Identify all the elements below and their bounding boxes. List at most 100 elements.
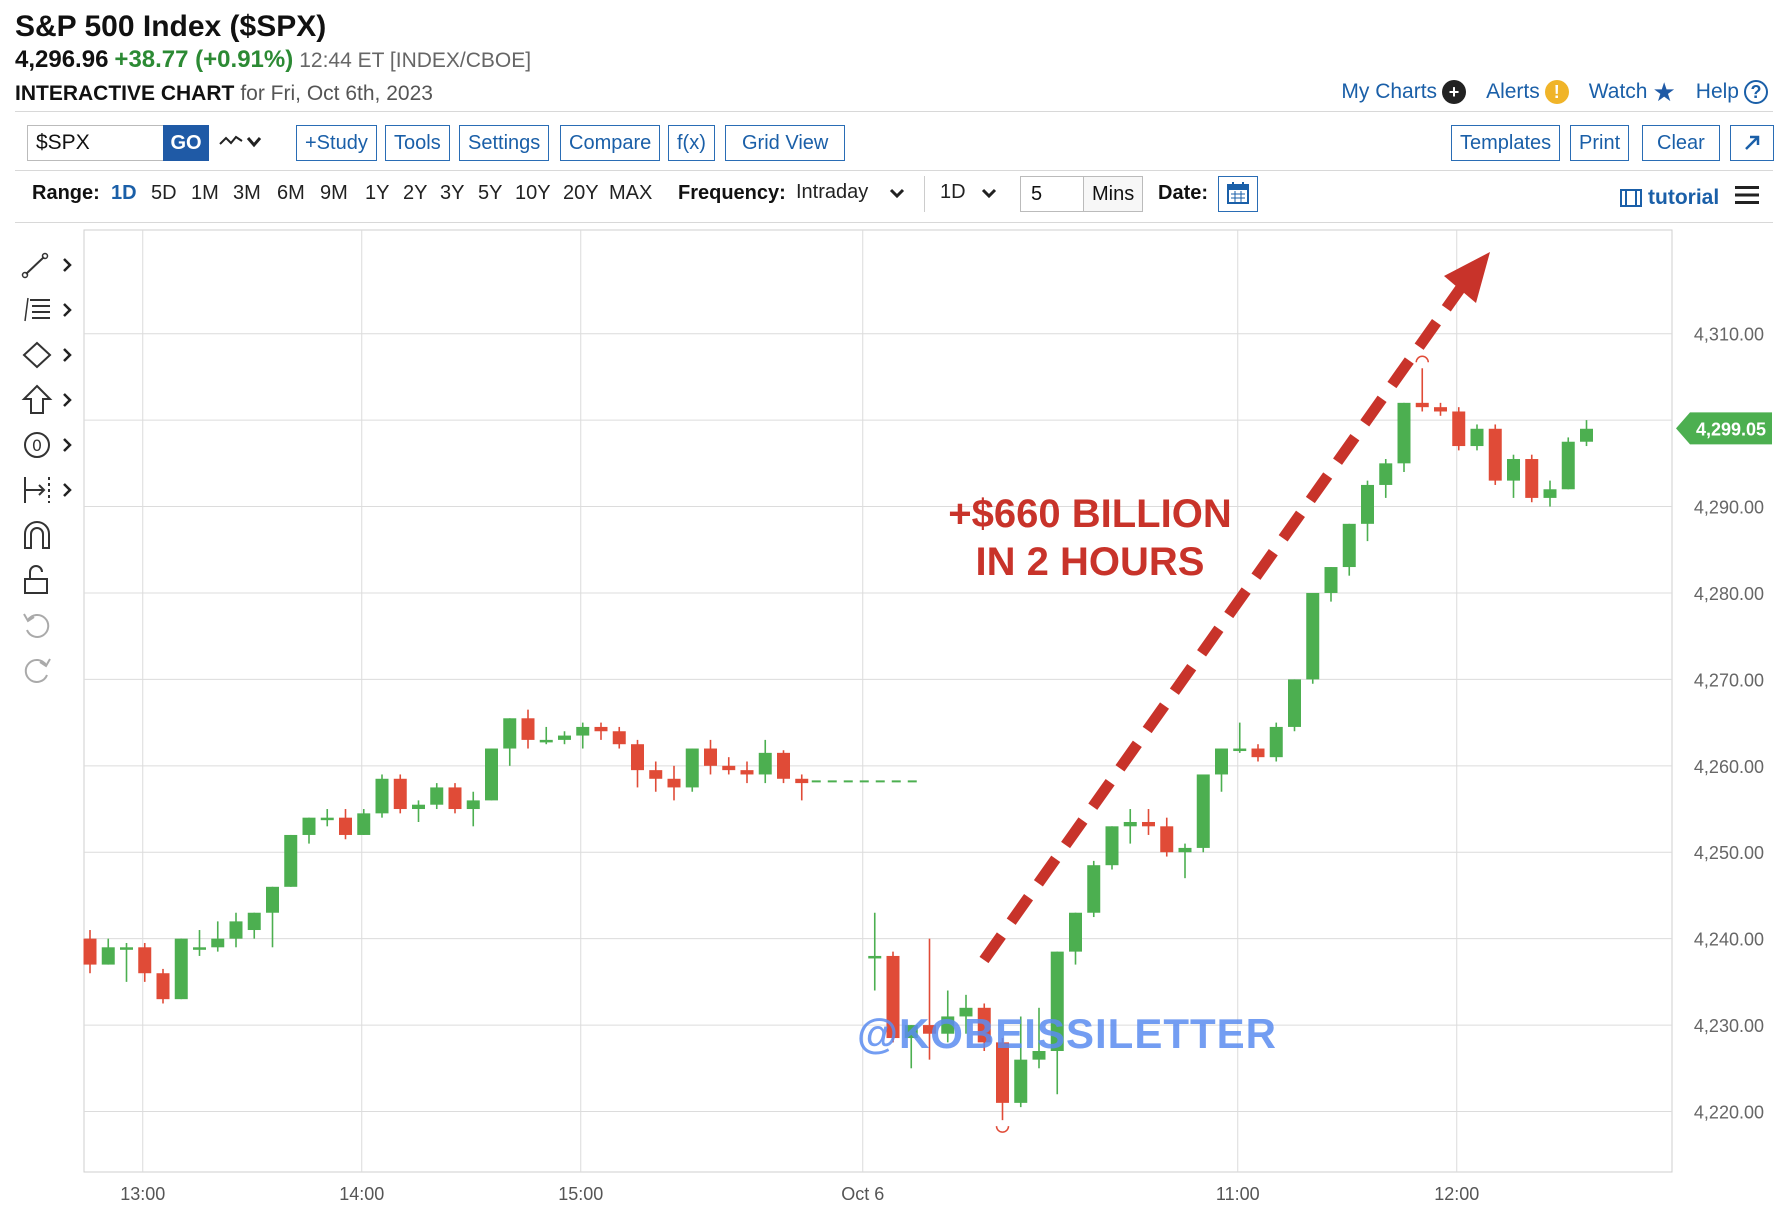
range-divider xyxy=(15,222,1773,223)
print-button[interactable]: Print xyxy=(1570,125,1630,161)
fib-tool-icon[interactable] xyxy=(20,293,80,327)
candle xyxy=(448,783,462,814)
candle-body xyxy=(1196,774,1210,848)
range-option-10y[interactable]: 10Y xyxy=(515,182,551,204)
undo-icon[interactable] xyxy=(20,608,80,642)
chart-subtitle: INTERACTIVE CHART for Fri, Oct 6th, 2023 xyxy=(15,82,433,106)
study-button[interactable]: +Study xyxy=(296,125,377,161)
candle-body xyxy=(1215,748,1228,775)
candle xyxy=(996,1038,1009,1121)
candle xyxy=(1087,860,1101,918)
period-dropdown[interactable]: 1D xyxy=(940,181,966,203)
expand-button[interactable] xyxy=(1730,125,1774,161)
candle xyxy=(320,809,334,827)
my-charts-link[interactable]: My Charts + xyxy=(1341,80,1467,104)
candle xyxy=(558,731,571,745)
candle-body xyxy=(466,800,480,810)
x-tick-label: 11:00 xyxy=(1216,1184,1260,1204)
settings-button[interactable]: Settings xyxy=(459,125,550,161)
grid-view-button[interactable]: Grid View xyxy=(725,125,846,161)
candle-body xyxy=(1160,826,1174,853)
range-option-9m[interactable]: 9M xyxy=(320,182,348,204)
range-option-2y[interactable]: 2Y xyxy=(403,182,428,204)
candle-body xyxy=(320,817,334,821)
measure-tool-icon[interactable] xyxy=(20,473,80,507)
interval-input[interactable] xyxy=(1020,176,1084,212)
candle xyxy=(521,709,535,749)
candle-body xyxy=(174,938,188,1000)
candle-body xyxy=(120,947,133,950)
shape-tool-icon[interactable] xyxy=(20,338,80,372)
compare-button[interactable]: Compare xyxy=(560,125,661,161)
lock-icon[interactable] xyxy=(20,563,80,597)
hamburger-menu-icon[interactable] xyxy=(1735,184,1759,206)
candle xyxy=(795,774,809,801)
symbol-input[interactable] xyxy=(27,125,163,161)
go-button[interactable]: GO xyxy=(163,125,209,161)
range-option-1y[interactable]: 1Y xyxy=(365,182,390,204)
frequency-dropdown[interactable]: Intraday xyxy=(796,181,869,203)
date-picker-button[interactable] xyxy=(1218,176,1258,212)
y-tick-label: 4,270.00 xyxy=(1694,670,1764,690)
quote-meta: 12:44 ET [INDEX/CBOE] xyxy=(299,49,532,72)
candle-body xyxy=(959,1007,973,1017)
candle xyxy=(594,722,608,740)
date-label: Date: xyxy=(1158,182,1209,204)
line-tool-icon[interactable] xyxy=(20,248,80,282)
candle-body xyxy=(868,955,882,959)
candle-body xyxy=(1269,726,1283,758)
candle-body xyxy=(722,765,736,771)
candle-body xyxy=(1324,567,1338,593)
candle-body xyxy=(485,748,498,801)
label-tool-icon[interactable]: 0 xyxy=(20,428,80,462)
y-axis-labels: 4,220.00 4,230.00 4,240.00 4,250.00 4,260.00… xyxy=(1694,325,1764,1123)
tutorial-link[interactable]: tutorial xyxy=(1620,186,1719,210)
candle-body xyxy=(1397,402,1411,464)
candle xyxy=(1160,817,1174,857)
x-tick-label: 15:00 xyxy=(558,1184,603,1204)
candle xyxy=(120,942,133,982)
candle xyxy=(393,774,407,814)
range-option-3y[interactable]: 3Y xyxy=(440,182,465,204)
fx-button[interactable]: f(x) xyxy=(668,125,715,161)
candle-body xyxy=(576,726,590,736)
candle-body xyxy=(941,1016,955,1034)
chevron-down-icon[interactable] xyxy=(888,186,906,200)
candle xyxy=(284,834,298,887)
range-option-20y[interactable]: 20Y xyxy=(563,182,599,204)
candle xyxy=(1105,826,1119,870)
range-option-6m[interactable]: 6M xyxy=(277,182,305,204)
y-tick-label: 4,310.00 xyxy=(1694,325,1764,345)
range-option-5y[interactable]: 5Y xyxy=(478,182,503,204)
range-option-3m[interactable]: 3M xyxy=(233,182,261,204)
chart-type-dropdown[interactable] xyxy=(218,128,268,158)
tools-button[interactable]: Tools xyxy=(385,125,450,161)
candle-body xyxy=(1488,428,1502,481)
range-option-5d[interactable]: 5D xyxy=(151,182,177,204)
svg-text:0: 0 xyxy=(32,436,42,455)
arrow-tool-icon[interactable] xyxy=(20,383,80,417)
y-tick-label: 4,260.00 xyxy=(1694,757,1764,777)
candle-body xyxy=(777,752,790,779)
candle-body xyxy=(1142,821,1155,827)
y-tick-label: 4,280.00 xyxy=(1694,584,1764,604)
chevron-down-icon[interactable] xyxy=(980,186,998,200)
watch-link[interactable]: Watch ★ xyxy=(1589,79,1676,105)
redo-icon[interactable] xyxy=(20,653,80,687)
range-option-1d[interactable]: 1D xyxy=(111,182,137,204)
candle-body xyxy=(503,718,517,749)
candle xyxy=(466,791,480,827)
clear-button[interactable]: Clear xyxy=(1642,125,1720,161)
templates-button[interactable]: Templates xyxy=(1451,125,1561,161)
help-icon: ? xyxy=(1744,80,1768,104)
help-link[interactable]: Help? xyxy=(1696,80,1768,104)
magnet-icon[interactable] xyxy=(20,518,80,552)
alerts-link[interactable]: Alerts! xyxy=(1486,80,1569,104)
candle-body xyxy=(1507,459,1520,481)
range-option-1m[interactable]: 1M xyxy=(191,182,219,204)
candle-body xyxy=(539,739,553,743)
candle xyxy=(1452,407,1466,451)
candle xyxy=(83,930,97,974)
range-option-max[interactable]: MAX xyxy=(609,182,653,204)
